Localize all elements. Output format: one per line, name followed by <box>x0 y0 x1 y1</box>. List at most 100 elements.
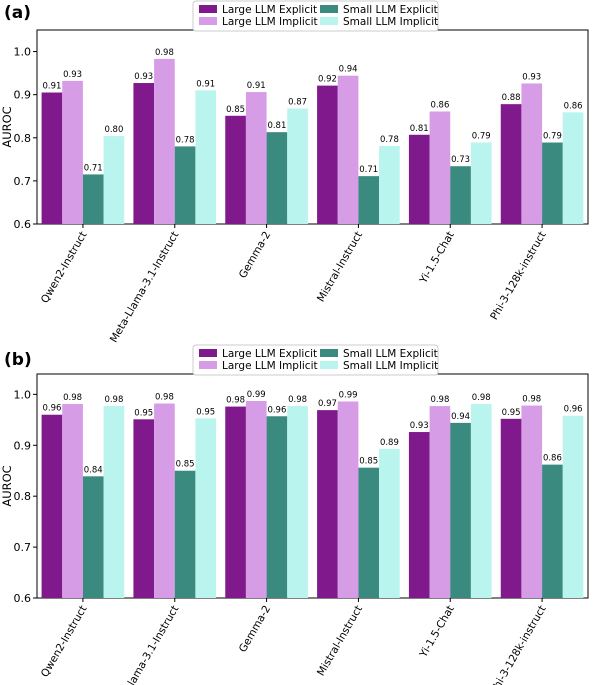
bar <box>174 470 196 598</box>
bar <box>542 142 563 224</box>
bar <box>500 104 522 224</box>
legend-label: Large LLM Implicit <box>222 360 318 372</box>
legend-label: Small LLM Implicit <box>343 360 438 372</box>
bar <box>62 404 83 598</box>
bar <box>103 406 125 598</box>
bar <box>408 432 430 598</box>
legend-label: Small LLM Explicit <box>343 4 438 16</box>
data-label: 0.85 <box>226 105 245 115</box>
bar <box>266 416 288 598</box>
bar <box>195 90 217 224</box>
legend-swatch <box>199 5 217 13</box>
x-tick-label: Phi-3-128k-instruct <box>488 230 548 323</box>
y-tick-label: 0.9 <box>14 439 32 452</box>
y-tick-label: 1.0 <box>14 46 32 59</box>
panel-label: (b) <box>4 350 32 370</box>
y-tick-label: 0.7 <box>14 541 32 554</box>
bar <box>154 403 175 598</box>
chart-panel-a: (a) 0.6 0.7 0.8 0.9 1.0 AUROC 0.91 0.93 0.71 0.80 Q… <box>0 0 589 345</box>
bar <box>41 414 63 598</box>
legend-swatch <box>199 349 217 357</box>
bar <box>82 476 104 598</box>
legend-label: Small LLM Explicit <box>343 348 438 360</box>
bar <box>450 166 471 224</box>
data-label: 0.79 <box>472 132 491 142</box>
legend-swatch <box>320 17 338 25</box>
y-tick-label: 0.7 <box>14 175 32 188</box>
y-tick-label: 0.9 <box>14 89 32 102</box>
legend-swatch <box>320 349 338 357</box>
x-tick-label: Phi-3-128k-instruct <box>488 604 548 685</box>
data-label: 0.73 <box>451 155 470 165</box>
bar <box>133 419 155 598</box>
x-tick-label: Meta-Llama-3.1-Instruct <box>108 230 181 345</box>
legend-label: Small LLM Implicit <box>343 16 438 28</box>
bar <box>408 134 430 224</box>
x-tick-label: Mistral-Instruct <box>315 604 365 679</box>
x-tick-label: Qwen2-Instruct <box>39 604 90 680</box>
x-tick-label: Yi-1.5-Chat <box>417 604 457 661</box>
data-label: 0.98 <box>155 48 174 58</box>
data-label: 0.71 <box>84 163 103 173</box>
data-label: 0.98 <box>522 395 541 405</box>
legend-swatch <box>199 17 217 25</box>
bar <box>195 418 217 598</box>
data-label: 0.95 <box>134 408 153 418</box>
data-label: 0.98 <box>155 393 174 403</box>
bar <box>470 142 492 224</box>
bar <box>287 406 308 598</box>
data-label: 0.92 <box>318 75 337 85</box>
x-tick-label: Qwen2-Instruct <box>39 230 90 306</box>
data-label: 0.85 <box>176 460 195 470</box>
y-tick-label: 1.0 <box>14 388 32 401</box>
bar <box>154 58 175 224</box>
bar <box>429 406 451 598</box>
data-label: 0.80 <box>104 125 123 135</box>
bar <box>133 83 155 224</box>
data-label: 0.96 <box>42 404 61 414</box>
data-label: 0.89 <box>380 438 399 448</box>
y-tick-label: 0.8 <box>14 490 32 503</box>
x-tick-label: Yi-1.5-Chat <box>417 230 457 287</box>
data-label: 0.91 <box>247 81 266 91</box>
data-label: 0.91 <box>42 82 61 92</box>
bar <box>266 132 288 224</box>
y-tick-label: 0.8 <box>14 132 32 145</box>
legend-label: Large LLM Explicit <box>222 348 317 360</box>
data-label: 0.85 <box>359 457 378 467</box>
data-label: 0.87 <box>288 97 307 107</box>
bar <box>225 115 246 224</box>
data-label: 0.97 <box>318 399 337 409</box>
data-label: 0.78 <box>380 135 399 145</box>
bar <box>562 112 584 224</box>
data-label: 0.98 <box>430 395 449 405</box>
data-label: 0.98 <box>288 395 307 405</box>
data-label: 0.96 <box>564 405 583 415</box>
bar <box>317 410 338 598</box>
y-tick-label: 0.6 <box>14 592 32 605</box>
chart-panel-b: (b)0.60.70.80.91.0AUROC0.960.980.840.98Q… <box>0 344 589 685</box>
data-label: 0.98 <box>63 393 82 403</box>
bar <box>82 174 104 224</box>
legend-label: Large LLM Explicit <box>222 4 317 16</box>
bar <box>358 467 380 598</box>
data-label: 0.79 <box>543 132 562 142</box>
bar <box>542 464 563 598</box>
data-label: 0.81 <box>267 121 286 131</box>
data-label: 0.93 <box>134 72 153 82</box>
panel-label: (a) <box>4 3 31 23</box>
bar <box>379 145 400 224</box>
y-axis-title: AUROC <box>0 106 14 147</box>
bar <box>41 92 63 224</box>
bar <box>500 418 522 598</box>
bar <box>62 80 83 224</box>
bar <box>562 415 584 598</box>
bar <box>358 176 380 224</box>
data-label: 0.93 <box>410 421 429 431</box>
y-tick-label: 0.6 <box>14 218 32 231</box>
legend-box <box>192 0 439 32</box>
data-label: 0.94 <box>451 412 470 422</box>
